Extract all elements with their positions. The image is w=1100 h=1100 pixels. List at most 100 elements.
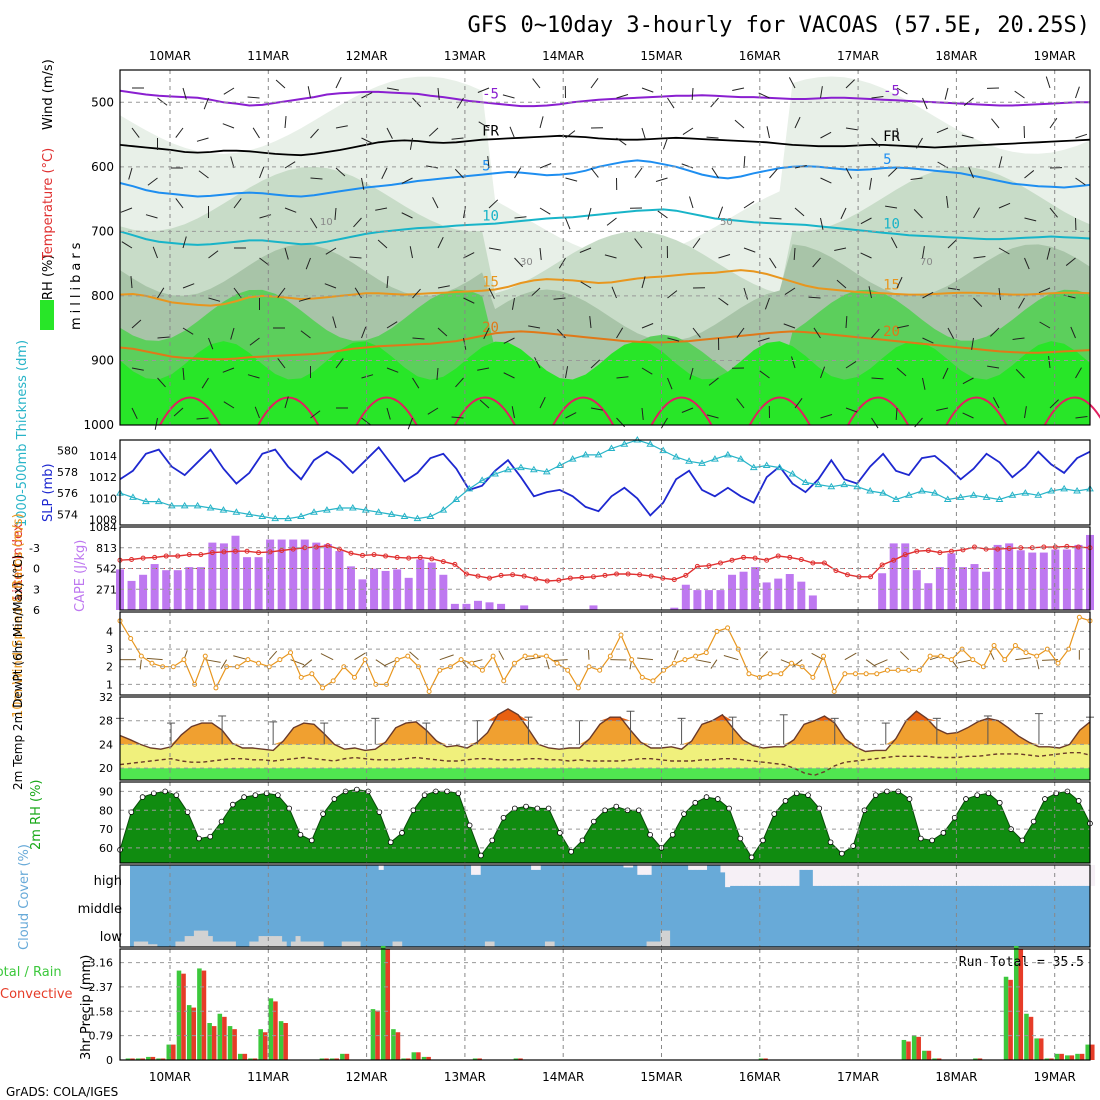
wind-barb bbox=[1049, 207, 1058, 218]
cloud-panel: high middle low Cloud Cover (%) bbox=[17, 844, 1096, 950]
wind-barb bbox=[1039, 321, 1051, 329]
cloud-high-bar bbox=[378, 865, 384, 870]
rh2m-point bbox=[918, 835, 924, 842]
cloud-high-bar bbox=[877, 865, 883, 886]
wind-barb bbox=[223, 87, 235, 95]
thickness-point bbox=[439, 506, 448, 513]
thickness-point bbox=[607, 444, 616, 451]
wind-barb bbox=[820, 86, 823, 99]
rh2m-grid bbox=[120, 782, 1090, 863]
wind-barb bbox=[845, 361, 857, 369]
date-label: 12MAR bbox=[346, 1070, 388, 1084]
li-point bbox=[937, 550, 943, 556]
wind-barb bbox=[196, 417, 209, 420]
precip-convective-bar bbox=[405, 1058, 411, 1060]
wind-barb bbox=[1075, 86, 1080, 99]
cape-bar bbox=[196, 567, 205, 610]
wind-barb bbox=[616, 137, 627, 146]
wind-speed-point bbox=[565, 667, 571, 673]
li-point bbox=[232, 548, 238, 554]
date-label: 16MAR bbox=[739, 49, 781, 63]
wind-barb bbox=[530, 287, 541, 297]
wind-barb bbox=[845, 167, 853, 179]
li-point bbox=[521, 573, 527, 579]
wind-barb bbox=[121, 241, 133, 249]
cloud-low-bar bbox=[314, 941, 320, 947]
pressure-tick-label: 600 bbox=[91, 160, 114, 174]
rh2m-point bbox=[816, 805, 823, 812]
wind-barb-10m bbox=[220, 659, 228, 669]
precip-total-bar bbox=[1013, 945, 1019, 1060]
wind-barb bbox=[968, 166, 974, 179]
slp-tick-label: 1012 bbox=[89, 471, 117, 484]
cloud-high-bar bbox=[1090, 865, 1096, 886]
wind-barb bbox=[734, 119, 745, 129]
precip-total-bar bbox=[472, 1058, 478, 1060]
wind-barb bbox=[580, 281, 592, 289]
cape-bar bbox=[785, 574, 794, 610]
thickness-tick-label: 574 bbox=[57, 508, 78, 521]
cloud-high-bar bbox=[720, 865, 726, 873]
pressure-tick-label: 800 bbox=[91, 289, 114, 303]
wind-barb bbox=[565, 130, 576, 139]
wind-barb bbox=[477, 367, 490, 371]
wind-barb bbox=[175, 127, 184, 138]
precip-convective-bar bbox=[130, 1058, 135, 1060]
slp-tick-label: 1014 bbox=[89, 450, 117, 463]
wind-speed-point bbox=[490, 653, 496, 659]
thickness-point bbox=[310, 508, 318, 515]
rh2m-ylabel: 2m RH (%) bbox=[29, 779, 44, 850]
li-point bbox=[579, 574, 585, 580]
cape-bar bbox=[958, 567, 967, 610]
li-point bbox=[752, 555, 758, 561]
rh2m-point bbox=[996, 799, 1003, 806]
wind-barb bbox=[766, 126, 770, 139]
li-point bbox=[544, 578, 550, 584]
cloud-low-bar bbox=[549, 941, 555, 947]
li-point bbox=[764, 557, 770, 563]
wind-barb bbox=[154, 417, 158, 430]
wind-barb-10m bbox=[587, 650, 590, 660]
wind-speed-point bbox=[213, 685, 219, 691]
wind-barb bbox=[711, 167, 719, 179]
wind-barb bbox=[845, 79, 855, 89]
date-label: 17MAR bbox=[837, 1070, 879, 1084]
thickness-tick-label: 576 bbox=[57, 487, 78, 500]
precip-total-bar bbox=[1085, 1044, 1090, 1060]
wind-barb bbox=[962, 412, 974, 419]
ylabel-rh2m: 2m RH (%) bbox=[29, 779, 44, 850]
li-point bbox=[706, 563, 712, 569]
thickness-point bbox=[193, 501, 202, 509]
thickness-point bbox=[555, 461, 564, 468]
precip-panel: 0 0.79 1.58 2.37 3.16 Run Total = 35.5 Total /… bbox=[0, 945, 1095, 1067]
rh2m-tick-label: 80 bbox=[99, 804, 113, 817]
thickness-point bbox=[1047, 487, 1056, 494]
thickness-tick-label: 578 bbox=[57, 466, 78, 479]
wind-barb bbox=[401, 177, 413, 184]
rh2m-point bbox=[681, 811, 687, 817]
wind-barb bbox=[783, 323, 796, 329]
cloud-high-bar bbox=[905, 865, 911, 886]
cloud-level-label: high bbox=[94, 874, 122, 889]
wind-barb bbox=[579, 247, 592, 253]
cape-bar bbox=[762, 582, 771, 610]
wind-speed-point bbox=[138, 653, 144, 659]
rh2m-point bbox=[748, 854, 755, 861]
cloud-low-bar bbox=[133, 941, 139, 947]
wind-speed-point bbox=[821, 653, 827, 659]
rh2m-point bbox=[760, 837, 766, 844]
wind-barb bbox=[820, 177, 832, 184]
rh2m-point bbox=[478, 852, 484, 859]
cape-bar bbox=[346, 566, 355, 610]
precip-convective-bar bbox=[977, 1058, 983, 1060]
wind-barb bbox=[589, 316, 592, 329]
thickness-point bbox=[284, 514, 293, 522]
rh2m-point bbox=[714, 796, 721, 802]
isotherm-label: 15 bbox=[883, 277, 900, 293]
wind-barb bbox=[1024, 406, 1027, 419]
wind-barb bbox=[437, 87, 440, 100]
wind-speed-point bbox=[916, 667, 922, 673]
thickness-slp-panel: 574 576 578 580 1008 1010 1012 1014 1000-500mb T… bbox=[15, 340, 1094, 527]
wind-barb-10m bbox=[139, 659, 142, 670]
cloud-high-bar bbox=[974, 865, 980, 886]
